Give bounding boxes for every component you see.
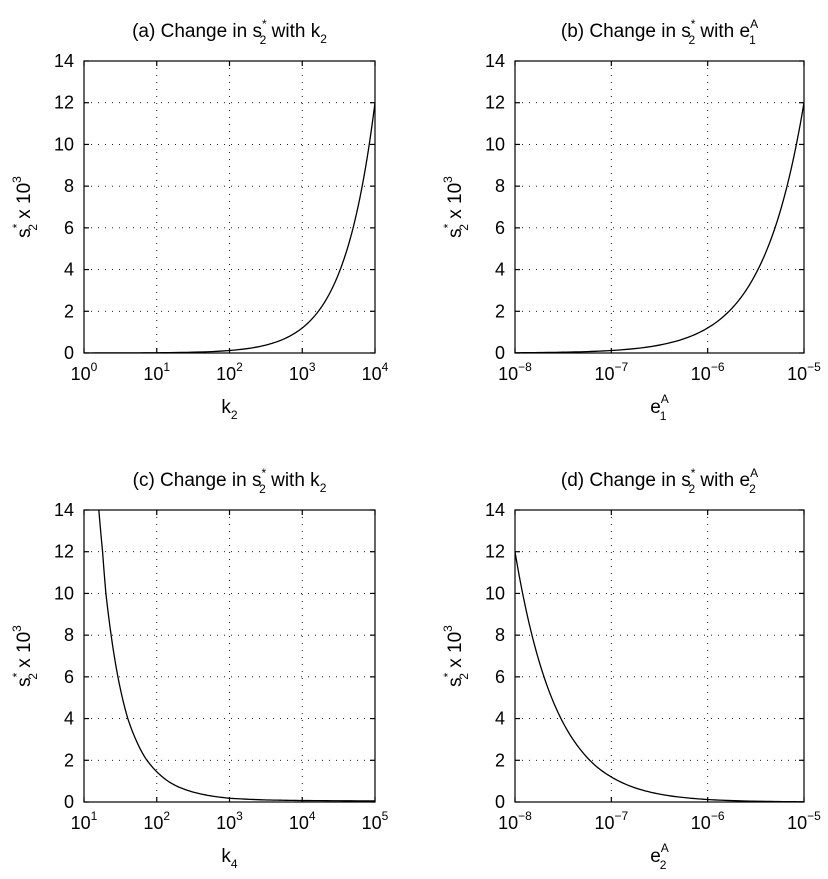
x-tick-label: 103 — [289, 360, 316, 384]
y-tick-label: 12 — [54, 93, 74, 113]
x-tick-label: 10−5 — [787, 809, 821, 833]
x-axis-label: eA 1 — [650, 392, 669, 423]
x-tick-label: 100 — [71, 360, 98, 384]
chart-panel-3: 101 102 103 104 105 0 2 4 6 8 10 12 14 (c) Change in … — [10, 466, 389, 871]
y-tick-label: 6 — [495, 218, 505, 238]
y-tick-label: 14 — [54, 500, 74, 520]
y-tick-label: 0 — [495, 343, 505, 363]
y-tick-label: 14 — [485, 500, 505, 520]
y-tick-label: 0 — [64, 343, 74, 363]
chart-panel-4: 10−8 10−7 10−6 10−5 0 2 4 6 8 10 12 14 (d) Change in… — [441, 466, 821, 872]
y-tick-label: 2 — [64, 750, 74, 770]
x-tick-label: 10−7 — [594, 360, 628, 384]
series-line-1 — [84, 102, 375, 353]
y-tick-label: 6 — [495, 667, 505, 687]
series-line-1 — [515, 102, 804, 353]
x-axis-label: k4 — [221, 846, 238, 871]
series-line-1 — [98, 510, 375, 802]
y-tick-label: 4 — [64, 260, 74, 280]
x-tick-label: 104 — [289, 809, 316, 833]
y-tick-label: 8 — [64, 625, 74, 645]
y-tick-label: 8 — [495, 176, 505, 196]
x-axis-label: k2 — [221, 397, 238, 422]
chart-title: (d) Change in s* 2 with eA 2 — [561, 466, 758, 496]
y-tick-label: 6 — [64, 667, 74, 687]
series-line-1 — [515, 551, 804, 802]
y-tick-label: 4 — [495, 260, 505, 280]
y-tick-label: 2 — [495, 301, 505, 321]
y-tick-label: 0 — [64, 792, 74, 812]
x-tick-label: 10−7 — [594, 809, 628, 833]
y-tick-label: 10 — [485, 583, 505, 603]
chart-panel-1: 100 101 102 103 104 0 2 4 6 8 10 12 14 (a) Change in … — [10, 17, 389, 422]
y-axis-label: s* 2 x 103 — [10, 176, 40, 238]
y-tick-label: 14 — [54, 51, 74, 71]
y-tick-label: 10 — [54, 134, 74, 154]
y-tick-label: 6 — [64, 218, 74, 238]
x-tick-label: 101 — [143, 360, 170, 384]
y-tick-label: 2 — [64, 301, 74, 321]
x-tick-label: 10−6 — [691, 360, 725, 384]
y-tick-label: 12 — [54, 542, 74, 562]
y-tick-label: 8 — [64, 176, 74, 196]
plot-frame — [83, 509, 376, 803]
y-tick-label: 10 — [485, 134, 505, 154]
chart-panel-2: 10−8 10−7 10−6 10−5 0 2 4 6 8 10 12 14 (b) Change in… — [441, 17, 821, 423]
y-tick-label: 8 — [495, 625, 505, 645]
x-tick-label: 105 — [362, 809, 389, 833]
x-axis-label: eA 2 — [650, 841, 669, 872]
x-tick-label: 10−5 — [787, 360, 821, 384]
y-axis-label: s* 2 x 103 — [441, 625, 471, 687]
x-tick-label: 10−8 — [498, 809, 532, 833]
plot-frame — [514, 60, 805, 354]
y-tick-label: 12 — [485, 93, 505, 113]
x-tick-label: 102 — [143, 809, 170, 833]
chart-title: (c) Change in s* 2 with k2 — [133, 466, 327, 496]
x-tick-label: 10−6 — [691, 809, 725, 833]
plot-frame — [514, 509, 805, 803]
x-tick-label: 10−8 — [498, 360, 532, 384]
y-axis-label: s* 2 x 103 — [10, 625, 40, 687]
y-tick-label: 14 — [485, 51, 505, 71]
plot-frame — [83, 60, 376, 354]
y-tick-label: 10 — [54, 583, 74, 603]
x-tick-label: 104 — [362, 360, 389, 384]
y-tick-label: 12 — [485, 542, 505, 562]
chart-title: (b) Change in s* 2 with eA 1 — [561, 17, 758, 47]
y-tick-label: 4 — [64, 709, 74, 729]
y-tick-label: 2 — [495, 750, 505, 770]
x-tick-label: 101 — [71, 809, 98, 833]
y-axis-label: s* 2 x 103 — [441, 176, 471, 238]
x-tick-label: 103 — [216, 809, 243, 833]
y-tick-label: 4 — [495, 709, 505, 729]
chart-title: (a) Change in s* 2 with k2 — [132, 17, 327, 47]
x-tick-label: 102 — [216, 360, 243, 384]
y-tick-label: 0 — [495, 792, 505, 812]
